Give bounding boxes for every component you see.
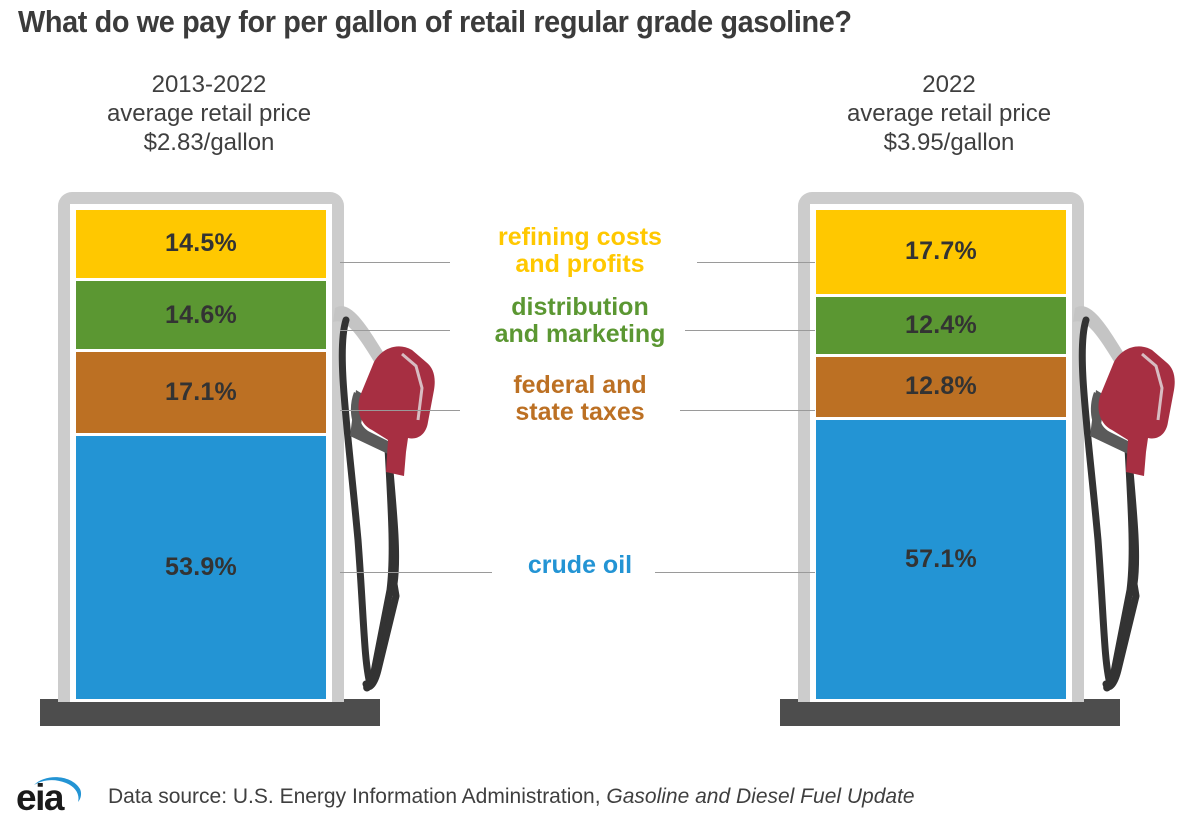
segment-refining-left[interactable]: 14.5%	[76, 210, 326, 281]
left-price-label: $2.83/gallon	[143, 129, 275, 156]
connector-distribution-right	[685, 330, 815, 331]
category-refining-line2: and profits	[515, 250, 645, 278]
segment-taxes-right[interactable]: 12.8%	[816, 357, 1066, 420]
data-source-prefix: Data source: U.S. Energy Information Adm…	[108, 785, 607, 808]
segment-crude-left[interactable]: 53.9%	[76, 435, 326, 699]
category-label-refining: refining costs and profits	[420, 224, 740, 278]
left-caption-label: average retail price	[106, 100, 312, 127]
segment-value-taxes-left: 17.1%	[165, 378, 237, 407]
category-refining-line1: refining costs	[498, 223, 662, 251]
segment-value-distribution-left: 14.6%	[165, 300, 237, 329]
eia-wordmark: eia	[16, 777, 64, 818]
category-distribution-line1: distribution	[511, 293, 649, 321]
right-panel-subtitle: 2022 average retail price $3.95/gallon	[769, 70, 1129, 157]
fuel-nozzle-right	[1073, 306, 1175, 692]
segment-value-distribution-right: 12.4%	[905, 310, 977, 339]
connector-refining-left	[340, 262, 450, 263]
connector-crude-left	[340, 572, 492, 573]
category-taxes-line1: federal and	[513, 371, 647, 399]
segment-value-refining-right: 17.7%	[905, 237, 977, 266]
connector-refining-right	[697, 262, 815, 263]
category-distribution-line2: and marketing	[494, 320, 666, 348]
segment-taxes-left[interactable]: 17.1%	[76, 352, 326, 436]
connector-taxes-right	[680, 410, 815, 411]
segment-value-crude-left: 53.9%	[165, 552, 237, 581]
category-crude-line1: crude oil	[527, 551, 633, 579]
category-label-taxes: federal and state taxes	[420, 372, 740, 426]
segment-value-refining-left: 14.5%	[165, 229, 237, 258]
right-price-label: $3.95/gallon	[883, 129, 1015, 156]
left-period-label: 2013-2022	[151, 71, 267, 98]
segment-value-crude-right: 57.1%	[905, 544, 977, 573]
segment-distribution-left[interactable]: 14.6%	[76, 280, 326, 353]
page-title: What do we pay for per gallon of retail …	[18, 4, 852, 39]
eia-swoosh-icon	[34, 777, 82, 802]
pump-base-right	[780, 699, 1120, 726]
pump-base-left	[40, 699, 380, 726]
category-label-distribution: distribution and marketing	[420, 294, 740, 348]
data-source-text: Data source: U.S. Energy Information Adm…	[108, 785, 915, 809]
segment-distribution-right[interactable]: 12.4%	[816, 296, 1066, 358]
segment-refining-right[interactable]: 17.7%	[816, 210, 1066, 297]
category-label-crude: crude oil	[420, 552, 740, 579]
connector-distribution-left	[340, 330, 450, 331]
right-period-label: 2022	[922, 71, 976, 98]
left-panel-subtitle: 2013-2022 average retail price $2.83/gal…	[29, 70, 389, 157]
segment-crude-right[interactable]: 57.1%	[816, 419, 1066, 699]
connector-taxes-left	[340, 410, 460, 411]
right-caption-label: average retail price	[846, 100, 1052, 127]
stacked-bar-left: 14.5% 14.6% 17.1% 53.9%	[76, 210, 326, 699]
data-source-publication: Gasoline and Diesel Fuel Update	[606, 785, 915, 808]
segment-value-taxes-right: 12.8%	[905, 372, 977, 401]
eia-logo: eia	[16, 775, 90, 819]
stacked-bar-right: 17.7% 12.4% 12.8% 57.1%	[816, 210, 1066, 699]
footer: eia Data source: U.S. Energy Information…	[16, 775, 915, 819]
category-taxes-line2: state taxes	[515, 398, 645, 426]
connector-crude-right	[655, 572, 815, 573]
